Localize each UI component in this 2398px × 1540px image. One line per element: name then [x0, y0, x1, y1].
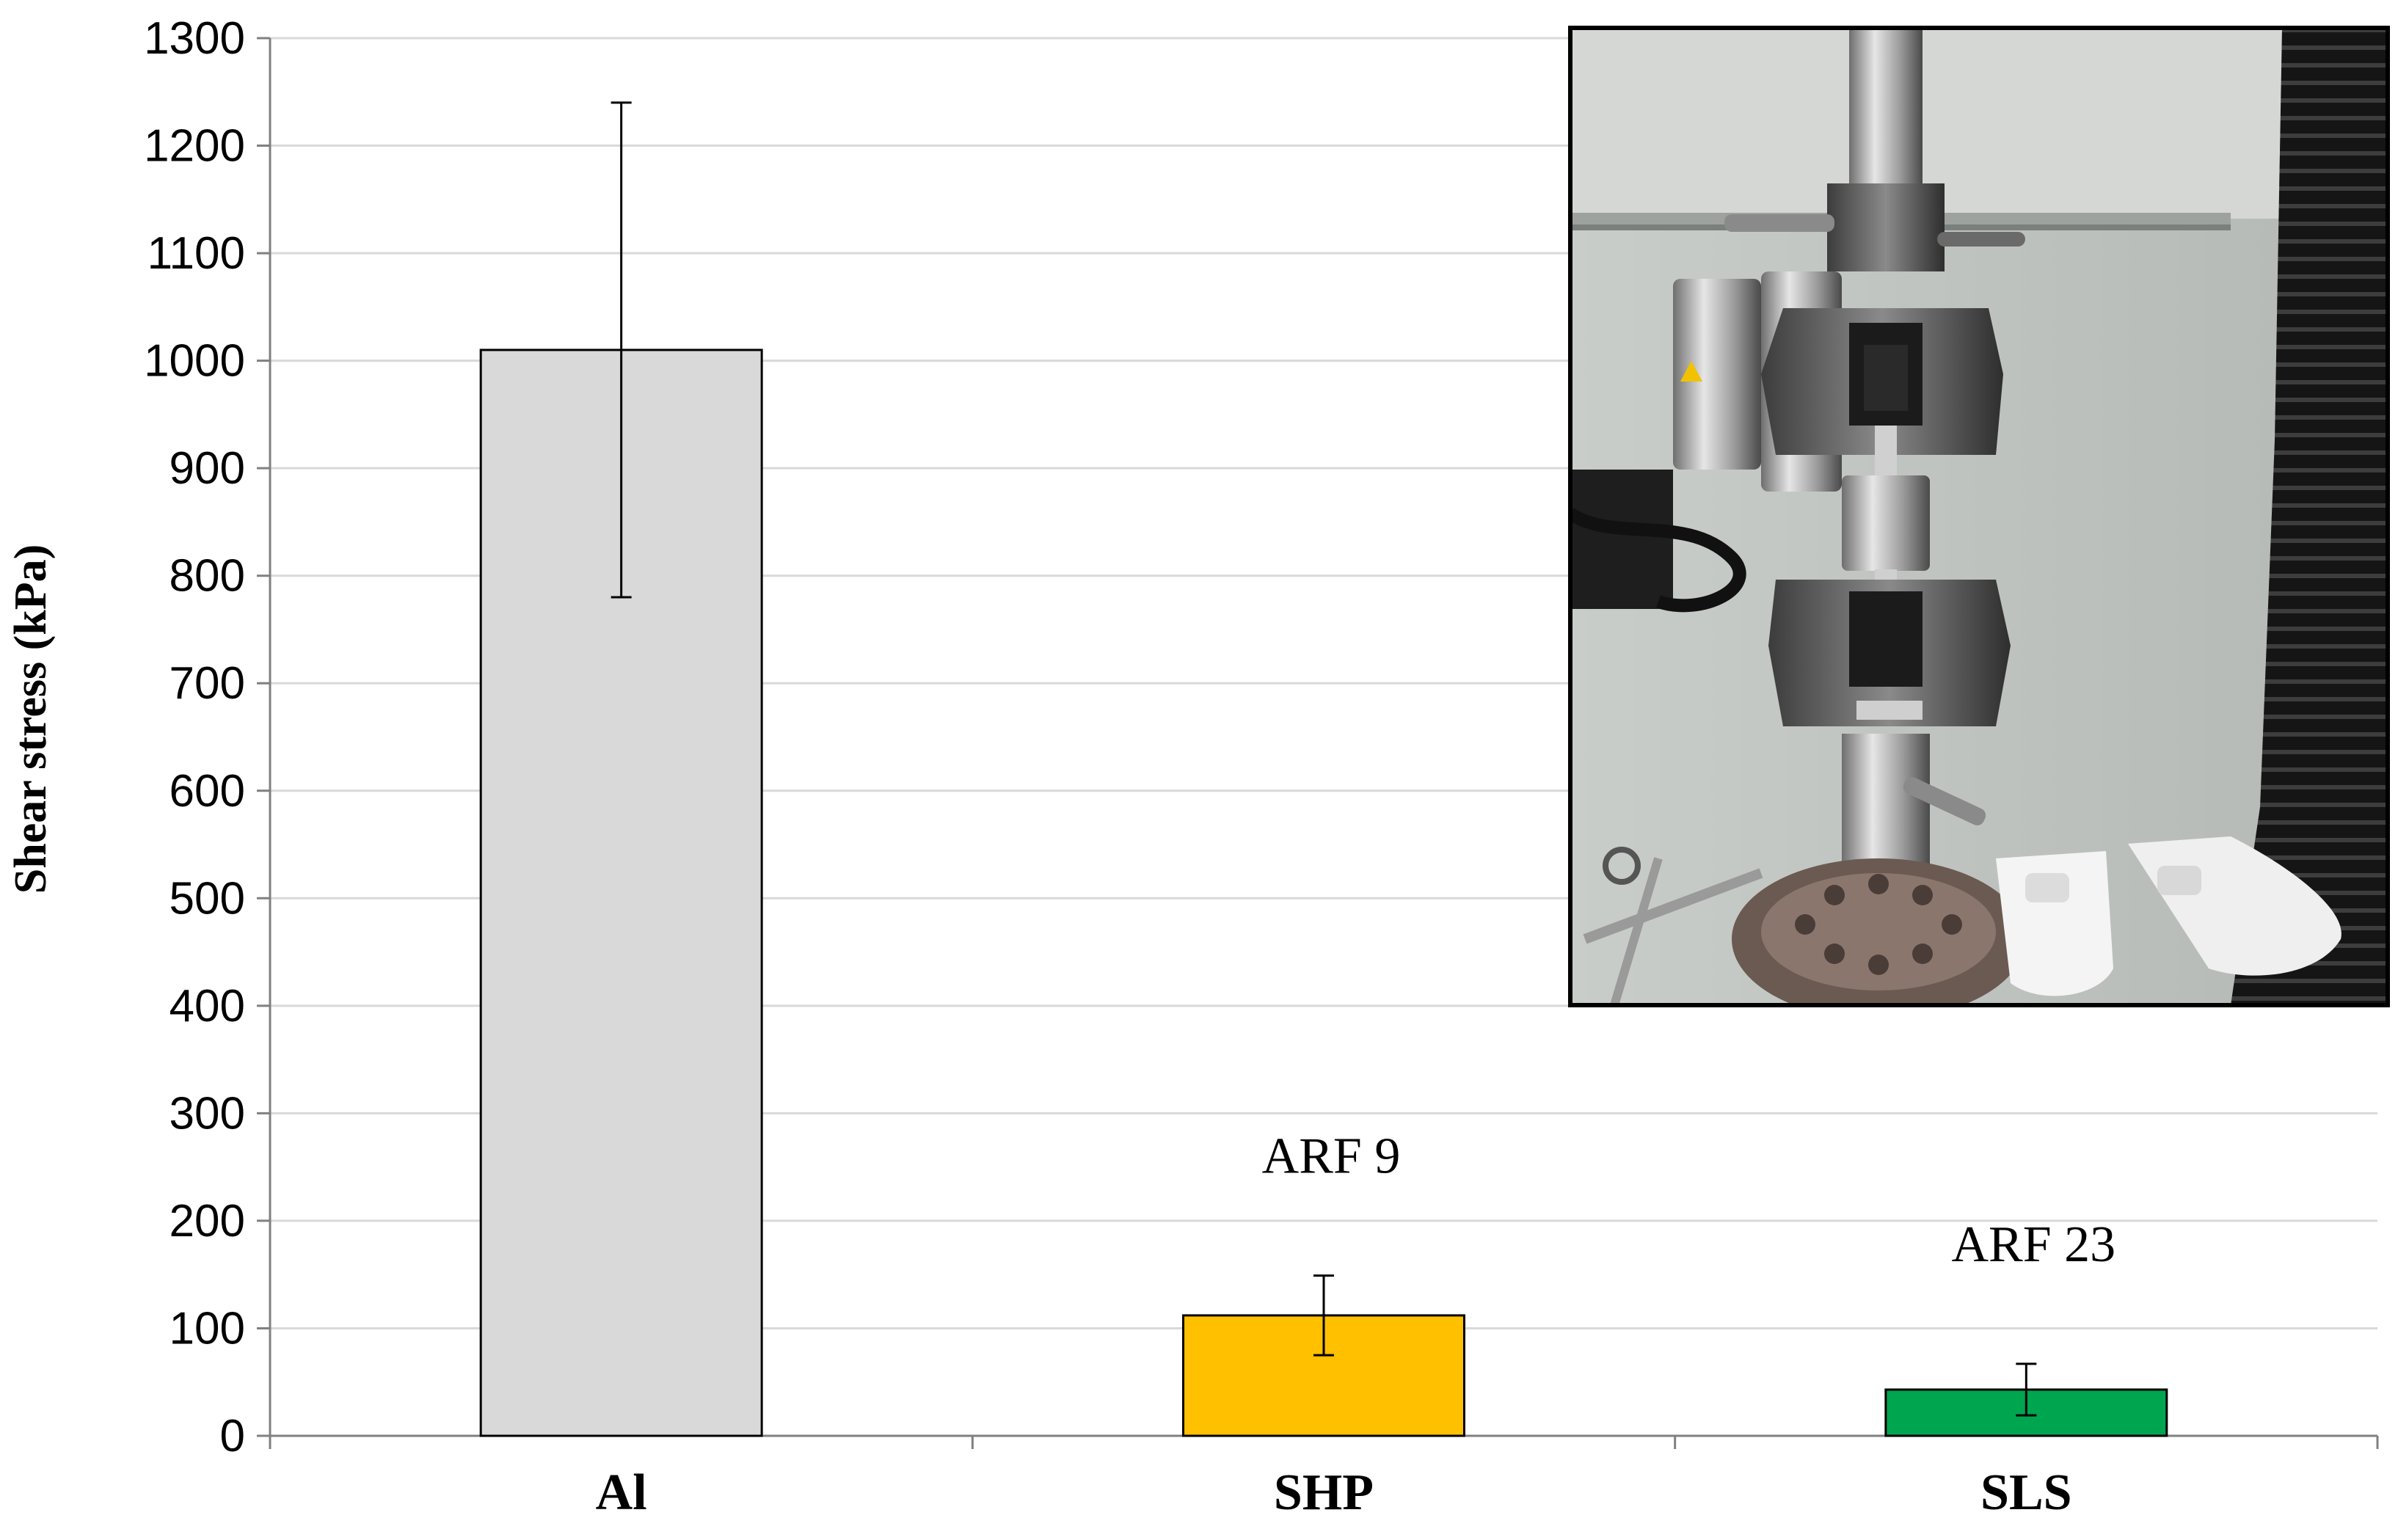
x-tick-label: SHP — [1274, 1464, 1374, 1521]
y-tick-label: 700 — [170, 658, 245, 709]
y-tick-label: 0 — [220, 1411, 245, 1461]
y-tick-label: 800 — [170, 551, 245, 602]
y-axis-title: Shear stress (kPa) — [6, 544, 56, 894]
y-tick-label: 1300 — [144, 13, 245, 64]
y-tick-label: 1000 — [144, 336, 245, 387]
annotation-sls: ARF 23 — [1951, 1216, 2115, 1273]
y-tick-label: 500 — [170, 873, 245, 924]
y-tick-label: 600 — [170, 766, 245, 817]
error-bar-shp — [1313, 1274, 1334, 1357]
y-tick-label: 200 — [170, 1196, 245, 1247]
tensile-testing-machine-photo — [1568, 26, 2390, 1007]
y-tick-label: 100 — [170, 1303, 245, 1354]
error-bar-sls — [2016, 1362, 2037, 1417]
y-tick-label: 400 — [170, 981, 245, 1032]
y-tick-label: 1100 — [147, 228, 245, 279]
annotation-shp: ARF 9 — [1262, 1128, 1401, 1185]
y-tick-label: 900 — [170, 443, 245, 494]
y-tick-label: 1200 — [144, 121, 245, 172]
bars — [479, 101, 2168, 1437]
x-tick-label: SLS — [1980, 1464, 2072, 1521]
x-tick-label: Al — [596, 1464, 647, 1521]
y-tick-label: 300 — [170, 1088, 245, 1139]
labels: 0 100 200 300 400 500 600 700 800 900 1000 1100 1200… — [144, 13, 2115, 1521]
error-bar-al — [611, 101, 632, 599]
